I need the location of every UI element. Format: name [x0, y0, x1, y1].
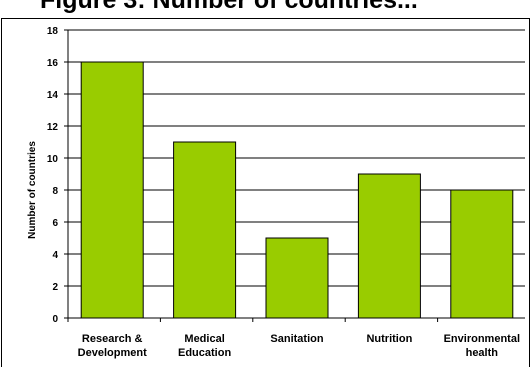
y-tick-label: 4 — [52, 250, 58, 261]
category-label-line: Development — [78, 347, 147, 359]
chart-title: Figure 3: Number of countries... — [40, 0, 418, 14]
y-tick-label: 8 — [52, 186, 58, 197]
y-tick-label: 6 — [52, 218, 58, 229]
category-label-line: health — [466, 347, 499, 359]
category-label: Environmental health — [444, 333, 520, 359]
category-label-line: Environmental — [444, 333, 520, 345]
bar — [357, 173, 421, 319]
y-tick-labels: 0 2 4 6 8 10 12 14 16 18 — [47, 26, 59, 325]
category-label: Medical Education — [178, 333, 231, 359]
y-tick-label: 14 — [47, 90, 59, 101]
category-label-line: Medical — [184, 333, 224, 345]
bar — [173, 141, 237, 319]
chart-frame — [1, 18, 530, 367]
y-tick-label: 10 — [47, 154, 59, 165]
bar — [265, 237, 329, 319]
category-label-line: Education — [178, 347, 231, 359]
category-label: Sanitation — [270, 333, 323, 345]
category-label: Research & Development — [78, 333, 147, 359]
bars — [80, 61, 514, 319]
bar — [450, 189, 514, 319]
axes — [64, 29, 525, 322]
category-label: Nutrition — [366, 333, 412, 345]
y-tick-label: 18 — [47, 26, 59, 37]
y-tick-label: 2 — [52, 282, 58, 293]
category-label-line: Nutrition — [366, 333, 412, 345]
y-tick-label: 0 — [52, 314, 58, 325]
y-tick-label: 16 — [47, 58, 59, 69]
category-labels: Research & Development Medical Education San… — [78, 333, 520, 359]
bar — [80, 61, 144, 319]
y-tick-label: 12 — [47, 122, 59, 133]
y-axis-title: Number of countries — [27, 141, 38, 239]
category-label-line: Sanitation — [270, 333, 323, 345]
category-label-line: Research & — [82, 333, 143, 345]
